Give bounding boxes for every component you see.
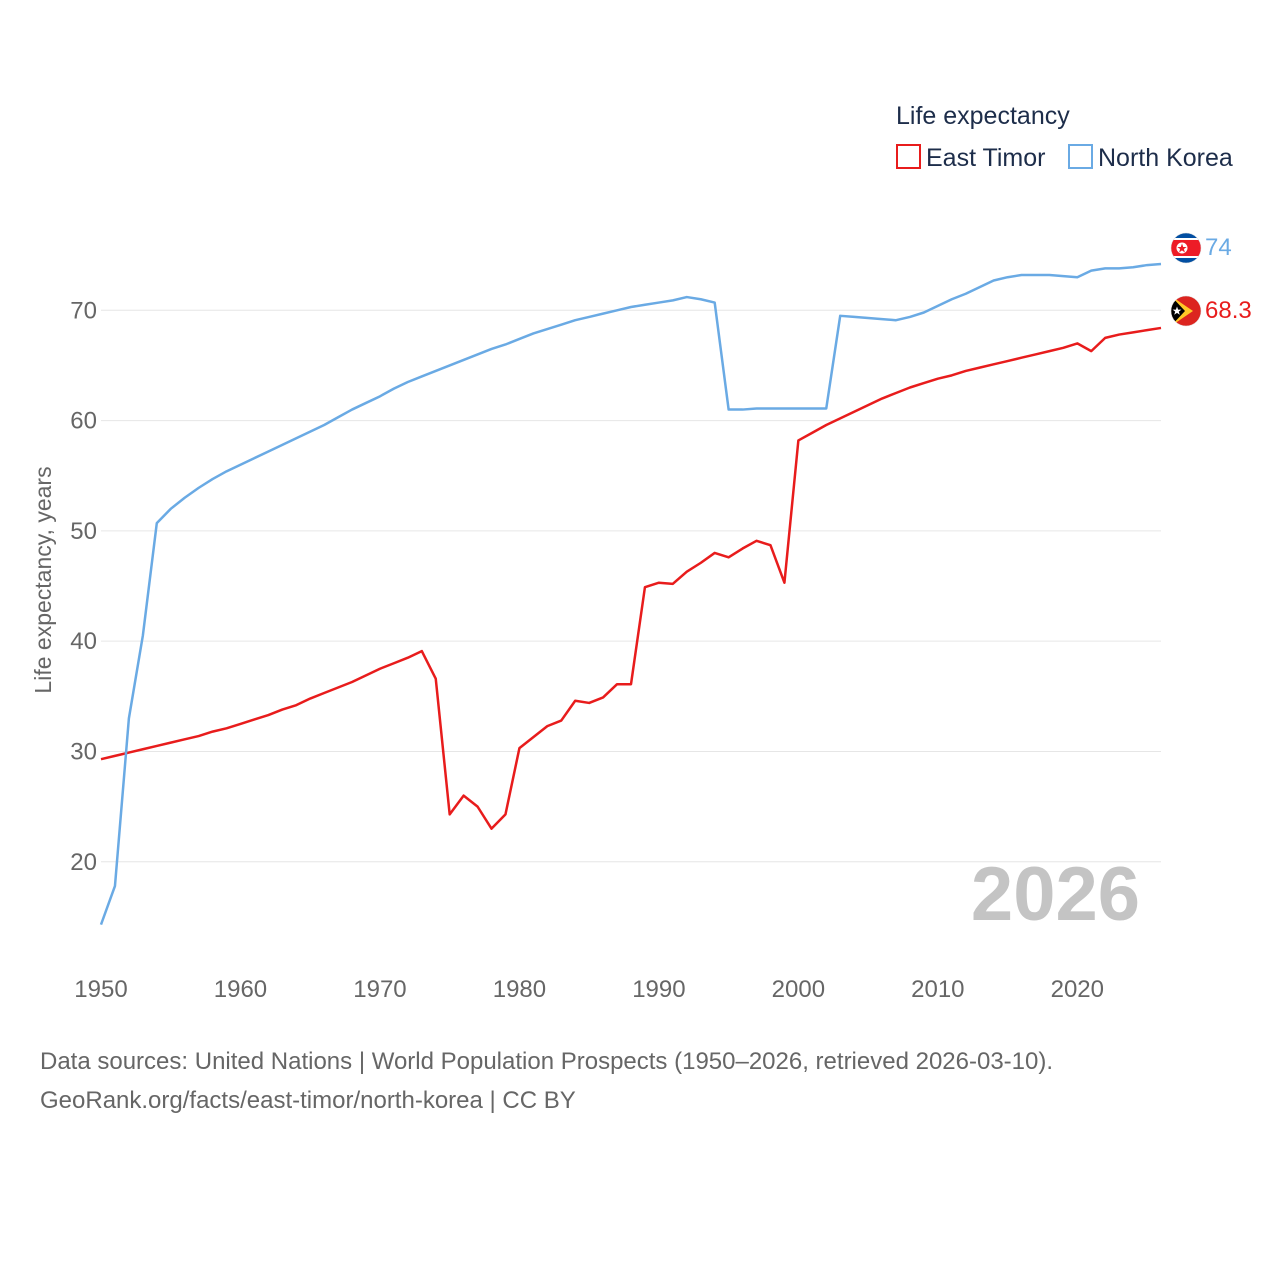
legend-swatch-east-timor[interactable] xyxy=(896,144,921,169)
x-tick-label: 1970 xyxy=(353,976,406,1003)
x-tick-label: 1990 xyxy=(632,976,685,1003)
y-axis-ticks: 20 30 40 50 60 70 xyxy=(70,297,97,875)
end-label-east-timor: 68.3 xyxy=(1205,297,1252,324)
x-tick-label: 2020 xyxy=(1051,976,1104,1003)
legend-swatch-north-korea[interactable] xyxy=(1068,144,1093,169)
attribution-link[interactable]: GeoRank.org/facts/east-timor/north-korea… xyxy=(40,1087,576,1114)
y-tick-label: 70 xyxy=(70,297,97,324)
series-line-east-timor[interactable] xyxy=(100,326,1162,830)
east-timor-flag-icon xyxy=(1170,295,1202,327)
x-tick-label: 1980 xyxy=(493,976,546,1003)
north-korea-flag-icon xyxy=(1170,232,1202,264)
legend: Life expectancy East Timor North Korea xyxy=(896,102,1233,172)
y-tick-label: 40 xyxy=(70,628,97,655)
x-axis-ticks: 1950 1960 1970 1980 1990 2000 2010 2020 xyxy=(74,976,1104,1003)
gridlines xyxy=(101,309,1161,863)
y-tick-label: 20 xyxy=(70,849,97,876)
x-tick-label: 2000 xyxy=(772,976,825,1003)
series-lines xyxy=(99,262,1162,926)
footer: Data sources: United Nations | World Pop… xyxy=(40,1042,1053,1120)
data-sources-text: Data sources: United Nations | World Pop… xyxy=(40,1048,1054,1075)
end-label-north-korea: 74 xyxy=(1205,234,1232,261)
y-axis-title: Life expectancy, years xyxy=(30,466,56,693)
legend-label-east-timor[interactable]: East Timor xyxy=(926,144,1045,172)
x-tick-label: 1950 xyxy=(74,976,127,1003)
legend-label-north-korea[interactable]: North Korea xyxy=(1098,144,1233,172)
y-tick-label: 50 xyxy=(70,518,97,545)
y-tick-label: 30 xyxy=(70,738,97,765)
year-watermark: 2026 xyxy=(971,852,1140,937)
x-tick-label: 1960 xyxy=(214,976,267,1003)
y-tick-label: 60 xyxy=(70,408,97,435)
series-line-north-korea[interactable] xyxy=(99,262,1162,926)
line-chart: 20 30 40 50 60 70 1950 1960 1970 1980 1990 2000 201… xyxy=(30,102,1252,1003)
legend-title: Life expectancy xyxy=(896,102,1070,130)
x-tick-label: 2010 xyxy=(911,976,964,1003)
